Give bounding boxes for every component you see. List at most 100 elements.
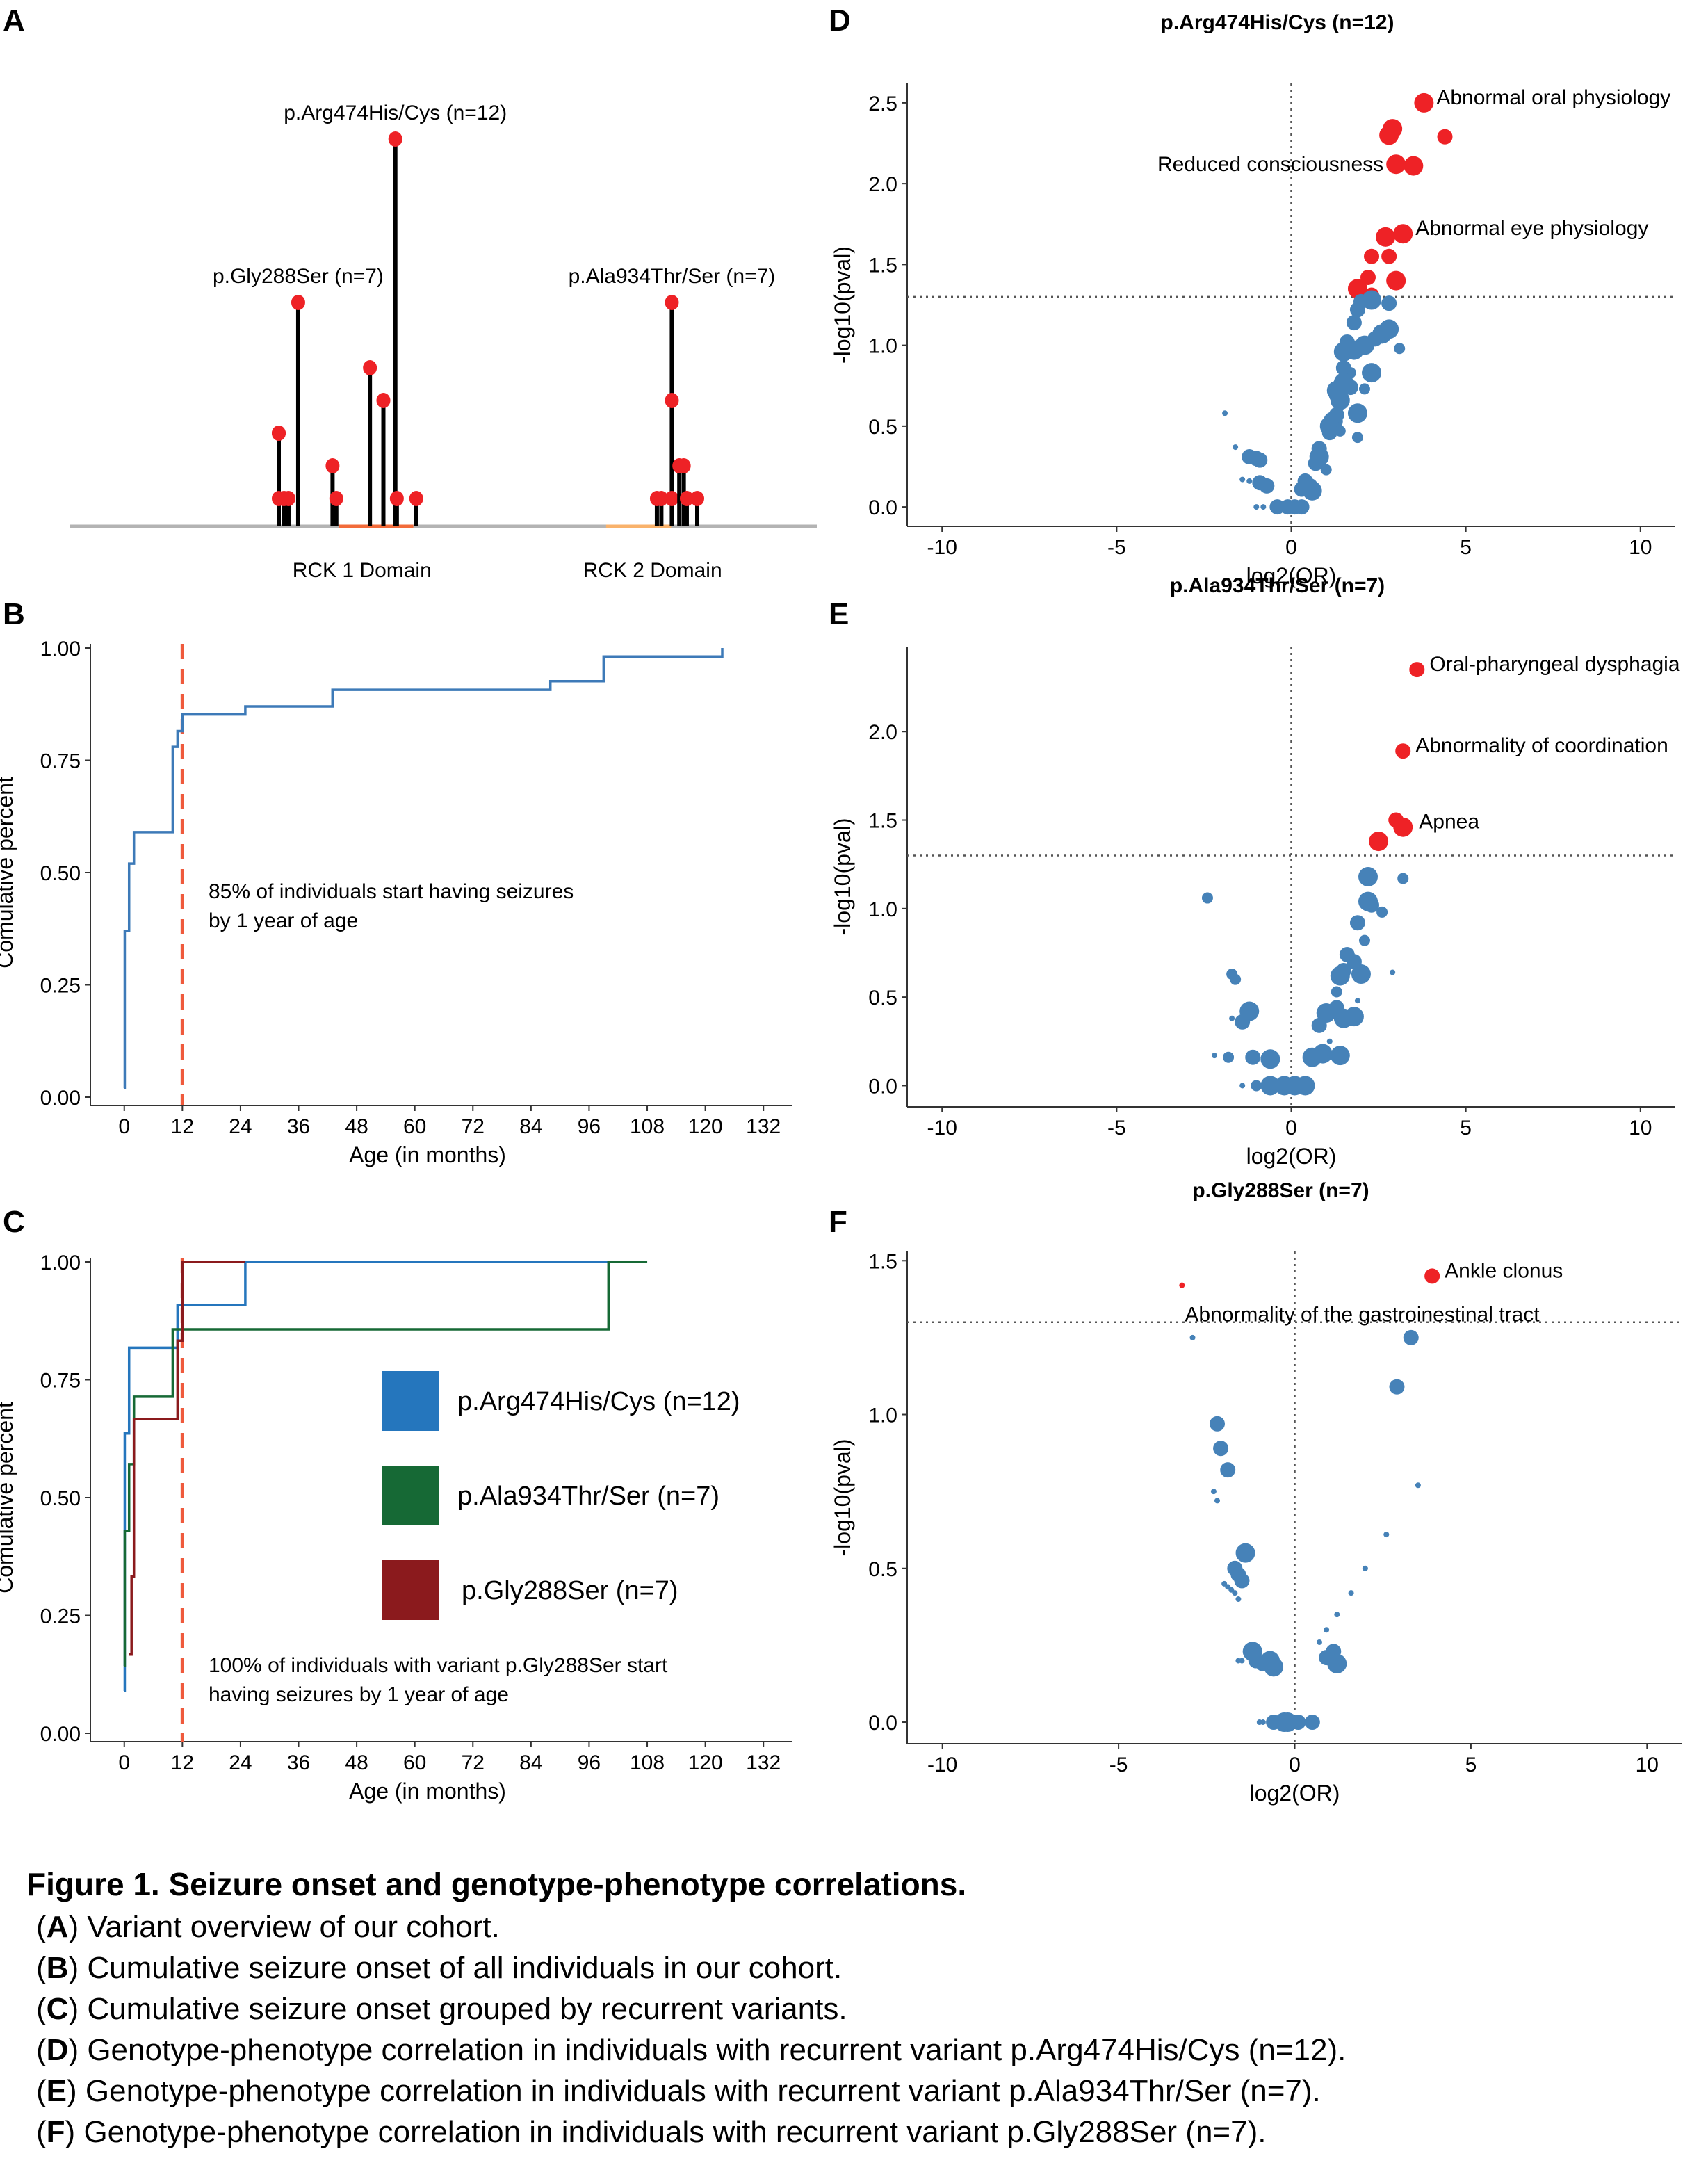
significant-point: [1381, 248, 1397, 264]
x-tick-label: 10: [1629, 536, 1652, 559]
x-axis-title: log2(OR): [1246, 563, 1337, 588]
caption-letter: D: [46, 2033, 69, 2067]
x-tick-label: 12: [171, 1115, 194, 1138]
x-tick-label: 5: [1460, 1117, 1472, 1140]
x-tick-label: 132: [746, 1751, 781, 1774]
x-tick-label: 36: [287, 1751, 310, 1774]
caption-letter: F: [46, 2115, 65, 2149]
nonsignificant-point: [1349, 915, 1365, 931]
variant-annotation: p.Arg474His/Cys (n=12): [284, 102, 507, 124]
caption-line-d: (D) Genotype-phenotype correlation in in…: [36, 2033, 1347, 2067]
y-tick-label: 0.00: [40, 1087, 81, 1110]
nonsignificant-point: [1233, 444, 1239, 451]
nonsignificant-point: [1362, 1565, 1368, 1571]
nonsignificant-point: [1403, 1329, 1419, 1345]
nonsignificant-point: [1210, 1489, 1217, 1495]
nonsignificant-point: [1358, 383, 1370, 395]
significant-point: [1395, 743, 1411, 759]
nonsignificant-point: [1347, 403, 1367, 423]
nonsignificant-point: [1330, 1046, 1350, 1066]
nonsignificant-point: [1264, 1657, 1284, 1677]
caption-line-c: (C) Cumulative seizure onset grouped by …: [36, 1992, 847, 2026]
y-tick-label: 1.00: [40, 1251, 81, 1274]
y-tick-label: 0.5: [868, 416, 897, 439]
panel-f-volcano: p.Gly288Ser (n=7) -10 -5 0 5 10 0.0 0.5 1.0 1.5 lo…: [830, 1179, 1682, 1806]
figure-canvas: A B C D E F RCK 1 Domain RCK 2 Domain p.Gly288Se…: [0, 3, 1682, 1806]
x-tick-label: -10: [927, 1753, 957, 1776]
legend-label-1: p.Arg474His/Cys (n=12): [457, 1387, 740, 1416]
x-tick-label: -10: [927, 1117, 957, 1140]
variant-head: [665, 491, 679, 506]
nonsignificant-point: [1245, 1049, 1261, 1065]
panel-e-volcano: p.Ala934Thr/Ser (n=7) -10 -5 0 5 10 0.0 0.5 1.0 1…: [830, 574, 1680, 1169]
point-label: Ankle clonus: [1445, 1259, 1563, 1282]
nonsignificant-point: [1346, 315, 1362, 331]
legend-swatch-3: [382, 1560, 439, 1620]
nonsignificant-point: [1358, 867, 1378, 886]
nonsignificant-point: [1239, 1083, 1246, 1089]
nonsignificant-point: [1252, 452, 1268, 468]
nonsignificant-point: [1235, 1014, 1251, 1030]
variant-head: [272, 426, 286, 441]
nonsignificant-point: [1260, 504, 1267, 510]
significant-point: [1409, 662, 1425, 678]
y-tick-label: 0.0: [868, 1075, 897, 1098]
nonsignificant-point: [1379, 319, 1399, 339]
nonsignificant-point: [1246, 478, 1253, 484]
nonsignificant-point: [1239, 476, 1246, 483]
nonsignificant-point: [1235, 1658, 1242, 1664]
nonsignificant-point: [1316, 1639, 1322, 1645]
point-label: Reduced consciousness: [1157, 153, 1383, 176]
x-tick-label: 10: [1629, 1117, 1652, 1140]
nonsignificant-point: [1220, 1462, 1236, 1478]
y-axis-title: Comulative percent: [0, 777, 17, 969]
x-tick-label: -5: [1109, 1753, 1128, 1776]
nonsignificant-point: [1223, 1051, 1235, 1063]
caption-text: Variant overview of our cohort.: [87, 1910, 500, 1944]
series-line-1: [123, 1261, 648, 1692]
y-tick-label: 0.50: [40, 1487, 81, 1510]
y-axis-title: Comulative percent: [0, 1402, 17, 1594]
variant-head: [363, 360, 377, 375]
x-tick-label: 96: [578, 1115, 601, 1138]
nonsignificant-point: [1331, 986, 1342, 998]
significant-point: [1386, 270, 1406, 291]
x-tick-label: 36: [287, 1115, 310, 1138]
variant-annotation: p.Ala934Thr/Ser (n=7): [569, 265, 776, 288]
x-tick-label: 0: [118, 1751, 130, 1774]
nonsignificant-point: [1362, 363, 1382, 383]
y-tick-label: 2.0: [868, 721, 897, 744]
nonsignificant-point: [1189, 1334, 1196, 1340]
significant-point: [1379, 125, 1399, 145]
nonsignificant-point: [1344, 1007, 1364, 1027]
y-tick-label: 2.5: [868, 92, 897, 115]
significant-point: [1364, 248, 1380, 264]
nonsignificant-point: [1415, 1482, 1421, 1489]
significant-point: [1386, 154, 1406, 175]
variant-head: [690, 491, 704, 506]
plot-title: p.Gly288Ser (n=7): [1192, 1179, 1369, 1202]
variant-head: [325, 458, 340, 473]
y-tick-label: 1.0: [868, 898, 897, 921]
x-tick-label: 84: [519, 1115, 542, 1138]
nonsignificant-point: [1381, 295, 1397, 311]
significant-point: [1179, 1282, 1185, 1288]
domain-label-1: RCK 1 Domain: [293, 559, 432, 582]
x-tick-label: 10: [1636, 1753, 1659, 1776]
nonsignificant-point: [1294, 481, 1310, 497]
point-label: Abnormal oral physiology: [1436, 86, 1670, 109]
nonsignificant-point: [1304, 1715, 1320, 1731]
caption-text: Genotype-phenotype correlation in indivi…: [87, 2033, 1347, 2067]
nonsignificant-point: [1348, 1590, 1354, 1596]
nonsignificant-point: [1358, 934, 1370, 946]
x-axis-title: log2(OR): [1250, 1781, 1340, 1806]
x-axis-title: Age (in months): [349, 1142, 506, 1167]
x-tick-label: 24: [229, 1115, 252, 1138]
y-tick-label: 0.75: [40, 750, 81, 773]
nonsignificant-point: [1312, 1044, 1333, 1064]
y-tick-label: 0.75: [40, 1370, 81, 1393]
y-tick-label: 1.5: [868, 254, 897, 277]
y-tick-label: 1.0: [868, 1404, 897, 1427]
nonsignificant-point: [1295, 1076, 1315, 1096]
caption-text: Genotype-phenotype correlation in indivi…: [85, 2074, 1321, 2108]
